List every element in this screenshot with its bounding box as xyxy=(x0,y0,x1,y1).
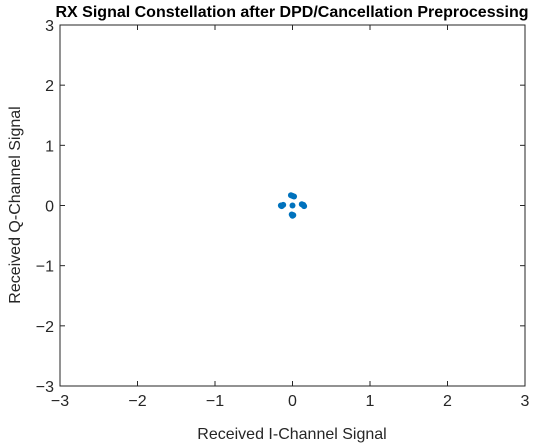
data-point xyxy=(289,202,296,209)
y-tick-label: 2 xyxy=(45,78,54,95)
x-axis-ticks: −3 −2 −1 0 1 2 3 xyxy=(51,25,530,410)
y-tick-label: −2 xyxy=(36,319,54,336)
y-axis-ticks: −3 −2 −1 0 1 2 3 xyxy=(36,18,525,396)
y-tick-label: 3 xyxy=(45,18,54,35)
data-points xyxy=(277,192,308,219)
chart-title: RX Signal Constellation after DPD/Cancel… xyxy=(56,4,529,21)
data-point xyxy=(301,203,308,210)
x-tick-label: −3 xyxy=(51,393,69,410)
x-tick-label: 2 xyxy=(443,393,452,410)
data-point xyxy=(289,212,296,219)
y-tick-label: −1 xyxy=(36,259,54,276)
data-point xyxy=(291,193,298,200)
x-axis-label: Received I-Channel Signal xyxy=(197,426,386,443)
x-tick-label: 3 xyxy=(521,393,530,410)
x-tick-label: −2 xyxy=(128,393,146,410)
y-axis-label: Received Q-Channel Signal xyxy=(7,106,24,303)
x-tick-label: 1 xyxy=(366,393,375,410)
x-tick-label: −1 xyxy=(206,393,224,410)
data-point xyxy=(277,202,284,209)
x-tick-label: 0 xyxy=(288,393,297,410)
y-tick-label: 0 xyxy=(45,199,54,216)
y-tick-label: 1 xyxy=(45,138,54,155)
y-tick-label: −3 xyxy=(36,379,54,396)
